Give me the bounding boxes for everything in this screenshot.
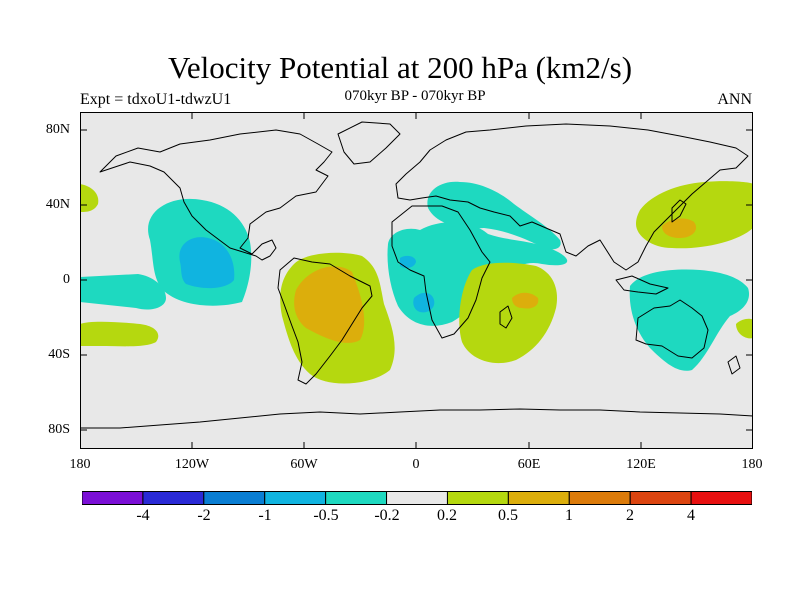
colorbar-label: -1 xyxy=(258,507,272,524)
colorbar-box xyxy=(690,491,752,505)
lat-label-eq: 0 xyxy=(63,272,70,287)
period-label: 070kyr BP - 070kyr BP xyxy=(344,88,486,104)
lon-label-120e: 120E xyxy=(626,457,656,472)
lon-label-60w: 60W xyxy=(290,457,318,472)
lon-label-120w: 120W xyxy=(174,457,210,472)
colorbar-label: 0.5 xyxy=(498,507,518,524)
colorbar-box xyxy=(325,491,388,505)
colorbar-label: -2 xyxy=(197,507,211,524)
lon-label-0: 0 xyxy=(412,457,420,472)
colorbar-box xyxy=(446,491,509,505)
colorbar-label: -0.2 xyxy=(374,507,400,524)
chart-title: Velocity Potential at 200 hPa (km2/s) xyxy=(167,50,633,85)
lon-label-180w: 180 xyxy=(69,457,91,472)
coast-greenland xyxy=(337,121,401,165)
coast-australia xyxy=(635,299,709,359)
coastlines xyxy=(80,121,753,429)
colorbar-label: -0.5 xyxy=(313,507,339,524)
colorbar-box xyxy=(507,491,570,505)
coast-south-america xyxy=(277,257,373,385)
colorbar-box xyxy=(203,491,266,505)
contour-neg-north-africa-asia xyxy=(427,181,561,250)
lon-label-180e: 180 xyxy=(741,457,763,472)
contour-pos-south-america-core xyxy=(294,266,365,343)
contour-fields xyxy=(80,181,753,384)
tick-marks xyxy=(80,112,753,449)
lat-label-80s: 80S xyxy=(48,422,70,437)
coast-north-america xyxy=(99,129,333,261)
contour-pos-indian-ocean xyxy=(459,262,558,364)
coast-new-zealand xyxy=(727,355,741,375)
colorbar-box xyxy=(82,491,144,505)
lat-label-40n: 40N xyxy=(45,197,70,212)
lon-label-60e: 60E xyxy=(517,457,541,472)
colorbar-box xyxy=(386,491,448,505)
colorbar-label: 4 xyxy=(687,507,695,524)
colorbar-label: 0.2 xyxy=(437,507,457,524)
coast-eurasia xyxy=(395,123,749,271)
contour-neg-east-pacific-core xyxy=(179,237,235,289)
coast-maritime-continent xyxy=(615,275,669,295)
colorbar-box xyxy=(629,491,692,505)
season-label: ANN xyxy=(717,91,752,108)
colorbar-box xyxy=(264,491,327,505)
coast-japan xyxy=(671,199,687,223)
colorbar-box xyxy=(568,491,631,505)
colorbar-label: 2 xyxy=(626,507,634,524)
colorbar-box xyxy=(142,491,205,505)
coast-africa xyxy=(391,205,491,339)
world-map xyxy=(80,112,753,449)
contour-pos-indian-ocean-core xyxy=(512,292,539,309)
contour-pos-sw-pacific xyxy=(80,321,159,347)
colorbar-label: 1 xyxy=(565,507,573,524)
contour-pos-sw-pacific-east xyxy=(736,318,753,339)
colorbar-label: -4 xyxy=(136,507,150,524)
lat-label-40s: 40S xyxy=(48,347,70,362)
coast-madagascar xyxy=(499,305,513,329)
lat-label-80n: 80N xyxy=(45,122,70,137)
experiment-label: Expt = tdxoU1-tdwzU1 xyxy=(80,91,232,108)
contour-pos-nw-pacific-core xyxy=(662,218,697,238)
colorbar xyxy=(82,491,752,505)
contour-neg-west-pacific-strip xyxy=(80,274,166,310)
coast-antarctica xyxy=(80,408,753,429)
contour-neg-atlantic-core-north xyxy=(400,255,416,269)
